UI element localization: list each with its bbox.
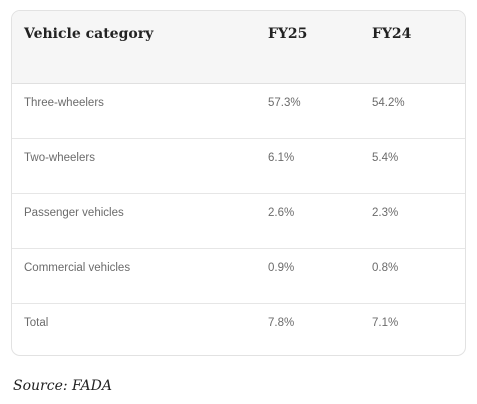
cell-fy24: 5.4% (372, 152, 399, 164)
source-caption: Source: FADA (13, 378, 112, 394)
table-row: Three-wheelers 57.3% 54.2% (12, 84, 465, 139)
cell-category: Total (24, 317, 49, 329)
cell-category: Commercial vehicles (24, 262, 131, 274)
table-row: Two-wheelers 6.1% 5.4% (12, 139, 465, 194)
table-row: Commercial vehicles 0.9% 0.8% (12, 249, 465, 304)
cell-fy25: 6.1% (268, 152, 295, 164)
data-table: Vehicle category FY25 FY24 Three-wheeler… (11, 10, 466, 356)
cell-fy24: 7.1% (372, 317, 399, 329)
column-header-fy25: FY25 (268, 26, 308, 42)
column-header-vehicle-category: Vehicle category (24, 26, 154, 42)
cell-fy25: 57.3% (268, 97, 301, 109)
cell-fy25: 2.6% (268, 207, 295, 219)
table-header-row: Vehicle category FY25 FY24 (12, 11, 465, 84)
cell-category: Three-wheelers (24, 97, 104, 109)
table-row-total: Total 7.8% 7.1% (12, 304, 465, 355)
cell-fy25: 0.9% (268, 262, 295, 274)
column-header-fy24: FY24 (372, 26, 412, 42)
cell-fy24: 0.8% (372, 262, 399, 274)
cell-fy24: 54.2% (372, 97, 405, 109)
cell-category: Two-wheelers (24, 152, 95, 164)
cell-fy25: 7.8% (268, 317, 295, 329)
table-row: Passenger vehicles 2.6% 2.3% (12, 194, 465, 249)
cell-category: Passenger vehicles (24, 207, 124, 219)
cell-fy24: 2.3% (372, 207, 399, 219)
